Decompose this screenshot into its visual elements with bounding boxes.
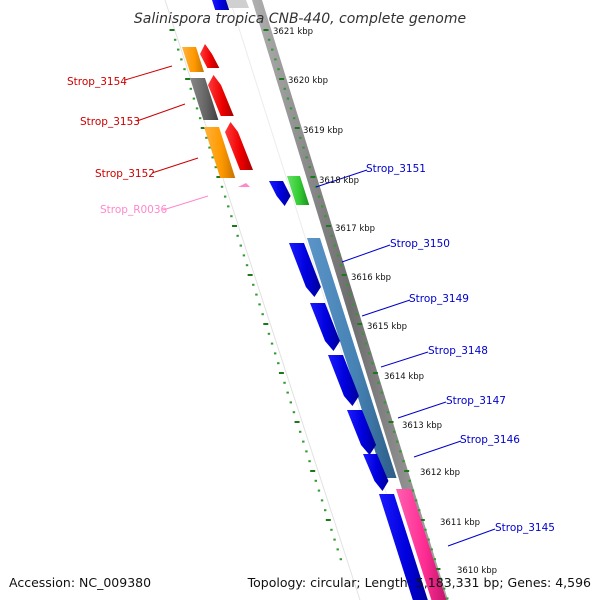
- gene-label-strop-3146[interactable]: Strop_3146: [460, 434, 520, 446]
- gene-strop-3149: [310, 303, 340, 351]
- gene-label-strop-3150[interactable]: Strop_3150: [390, 238, 450, 250]
- kbp-label: 3621 kbp: [273, 27, 313, 37]
- gene-strop-3151: [269, 181, 291, 206]
- sequence-backbone: [252, 0, 448, 600]
- kbp-label: 3613 kbp: [402, 421, 442, 431]
- genome-summary-text: Topology: circular; Length: 5,183,331 bp…: [247, 575, 591, 590]
- kbp-label: 3614 kbp: [384, 372, 424, 382]
- gene-strop-3154-red: [200, 44, 220, 68]
- leader-strop-3145: [447, 528, 496, 547]
- kbp-label: 3612 kbp: [420, 468, 460, 478]
- leader-strop-r0036: [162, 195, 209, 211]
- gene-labels-left: Strop_3154 Strop_3153 Strop_3152 Strop_R…: [67, 76, 168, 216]
- kbp-label: 3620 kbp: [288, 76, 328, 86]
- gene-label-strop-3147[interactable]: Strop_3147: [446, 395, 506, 407]
- map-title: Salinispora tropica CNB-440, complete ge…: [134, 11, 466, 27]
- kbp-label: 3615 kbp: [367, 322, 407, 332]
- rna-label-strop-r0036[interactable]: Strop_R0036: [100, 204, 168, 216]
- kbp-scale-labels: 3621 kbp 3620 kbp 3619 kbp 3618 kbp 3617…: [273, 27, 497, 576]
- leader-strop-3151: [315, 169, 368, 188]
- gene-labels-right: Strop_3151 Strop_3150 Strop_3149 Strop_3…: [366, 163, 555, 534]
- gene-label-strop-3154[interactable]: Strop_3154: [67, 76, 127, 88]
- gene-strop-3151-green: [287, 176, 310, 205]
- top-stub-gray: [226, 0, 249, 8]
- gene-strop-3148: [328, 355, 359, 406]
- gene-label-strop-3151[interactable]: Strop_3151: [366, 163, 426, 175]
- leader-strop-3153: [136, 103, 186, 122]
- gene-strop-3152-red: [225, 122, 253, 170]
- gene-features: [182, 0, 447, 600]
- leader-strop-3152: [151, 157, 199, 174]
- gene-strop-3150: [289, 243, 321, 297]
- gene-label-strop-3153[interactable]: Strop_3153: [80, 116, 140, 128]
- gene-label-strop-3152[interactable]: Strop_3152: [95, 168, 155, 180]
- gene-label-strop-3149[interactable]: Strop_3149: [409, 293, 469, 305]
- kbp-label: 3618 kbp: [319, 176, 359, 186]
- leader-strop-3149: [361, 299, 411, 317]
- gene-strop-3154: [182, 47, 204, 72]
- gene-strop-3145-pink: [396, 489, 447, 600]
- label-leader-lines: [124, 65, 496, 547]
- rna-strop-r0036: [238, 183, 250, 187]
- gene-strop-3146: [363, 454, 389, 491]
- kbp-label: 3619 kbp: [303, 126, 343, 136]
- leader-strop-3150: [341, 244, 391, 263]
- gene-strop-3147: [347, 410, 377, 455]
- gene-label-strop-3148[interactable]: Strop_3148: [428, 345, 488, 357]
- kbp-label: 3611 kbp: [440, 518, 480, 528]
- gene-label-strop-3145[interactable]: Strop_3145: [495, 522, 555, 534]
- kbp-label: 3617 kbp: [335, 224, 375, 234]
- leader-strop-3154: [124, 65, 173, 81]
- gene-strop-3153-red: [208, 75, 234, 116]
- kbp-label: 3616 kbp: [351, 273, 391, 283]
- gene-strop-3150-steel: [307, 238, 397, 478]
- leader-strop-3147: [397, 401, 447, 419]
- kbp-label: 3610 kbp: [457, 566, 497, 576]
- leader-strop-3146: [413, 440, 462, 458]
- leader-strop-3148: [380, 351, 429, 368]
- accession-text: Accession: NC_009380: [9, 575, 151, 590]
- gene-strop-3152: [204, 127, 236, 178]
- gene-top-stub: [212, 0, 230, 10]
- gene-strop-3145: [379, 494, 428, 600]
- gene-strop-3153: [190, 78, 219, 120]
